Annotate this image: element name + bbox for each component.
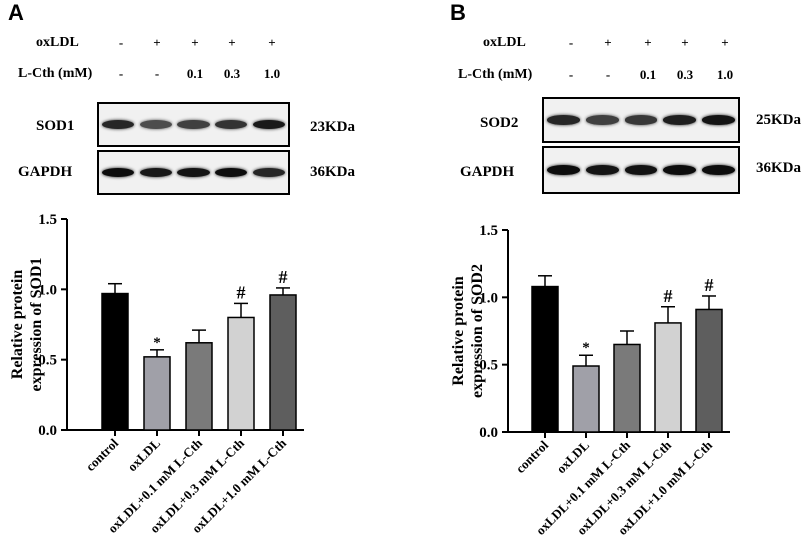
panel-b-oxldl-value: - <box>568 35 574 50</box>
blot-band <box>215 167 248 177</box>
panel-a-oxldl-value: - <box>118 35 124 50</box>
bar <box>695 308 723 433</box>
bar <box>269 294 297 431</box>
panel-a-blot2 <box>97 150 290 195</box>
bar <box>185 342 213 431</box>
panel-b-blot2-kda: 36KDa <box>756 160 801 176</box>
panel-a-lcth-value: 1.0 <box>263 66 281 81</box>
y-tick-label: 1.0 <box>479 290 498 306</box>
x-tick-label: control <box>513 437 552 476</box>
y-axis-label: Relative protein <box>9 270 26 380</box>
blot-band <box>101 167 134 177</box>
x-tick-label: oxLDL <box>124 435 163 474</box>
panel-a-oxldl-value: + <box>228 35 236 50</box>
panel-a-blot2-kda: 36KDa <box>310 164 355 180</box>
panel-a-oxldl-value: + <box>191 35 199 50</box>
blot-band <box>702 165 736 175</box>
y-tick-label: 0.5 <box>38 353 57 369</box>
panel-a-oxldl-value: + <box>153 35 161 50</box>
panel-b-oxldl-value: + <box>644 35 652 50</box>
panel-b-oxldl-value: + <box>681 35 689 50</box>
significance-mark: # <box>279 267 288 287</box>
y-axis-label: expression of SOD2 <box>469 264 486 398</box>
y-tick-label: 1.5 <box>38 212 57 228</box>
bar <box>143 356 171 431</box>
panel-a-oxldl-value: + <box>268 35 276 50</box>
bar <box>101 292 129 431</box>
x-tick-label: control <box>83 435 122 474</box>
y-tick-label: 1.5 <box>479 223 498 239</box>
blot-band <box>177 119 210 129</box>
x-tick-label: oxLDL <box>553 437 592 476</box>
bar <box>531 285 559 433</box>
bar <box>227 316 255 431</box>
panel-b-lcth-value: 1.0 <box>716 67 734 82</box>
blot-band <box>215 119 248 129</box>
blot-band <box>585 115 619 125</box>
blot-band <box>546 165 580 175</box>
panel-a-lcth-value: - <box>118 66 124 81</box>
panel-a-blot1 <box>97 102 290 147</box>
panel-b-lcth-label: L-Cth (mM) <box>458 67 533 82</box>
blot-band <box>546 115 580 125</box>
blot-band <box>139 167 172 177</box>
blot-band <box>139 119 172 129</box>
panel-b-lcth-value: 0.1 <box>639 67 657 82</box>
panel-b-oxldl-value: + <box>721 35 729 50</box>
panel-b-blot2-label: GAPDH <box>460 164 515 180</box>
panel-a-blot1-kda: 23KDa <box>310 119 355 135</box>
panel-a-letter: A <box>8 0 24 25</box>
blot-band <box>253 119 286 129</box>
y-tick-label: 1.0 <box>38 282 57 298</box>
y-tick-label: 0.0 <box>479 425 498 441</box>
panel-a-blot2-label: GAPDH <box>18 164 73 180</box>
panel-b-lcth-value: - <box>568 67 574 82</box>
panel-b-oxldl-label: oxLDL <box>483 35 526 50</box>
panel-a-lcth-label: L-Cth (mM) <box>18 66 93 81</box>
y-axis-label: expression of SOD1 <box>28 258 45 392</box>
significance-mark: * <box>153 335 161 351</box>
blot-band <box>624 115 658 125</box>
significance-mark: # <box>237 282 246 302</box>
y-axis-label: Relative protein <box>450 276 467 386</box>
panel-b-blot2 <box>542 146 740 194</box>
blot-band <box>177 167 210 177</box>
y-tick-label: 0.5 <box>479 358 498 374</box>
panel-b-lcth-value: - <box>605 67 611 82</box>
panel-b-blot1-kda: 25KDa <box>756 112 801 128</box>
y-tick-label: 0.0 <box>38 423 57 439</box>
blot-band <box>624 165 658 175</box>
panel-b-oxldl-value: + <box>604 35 612 50</box>
panel-b-blot1 <box>542 97 740 143</box>
blot-band <box>663 165 697 175</box>
panel-b-letter: B <box>450 0 466 25</box>
significance-mark: # <box>705 275 714 295</box>
panel-b-blot1-label: SOD2 <box>480 115 519 131</box>
bar <box>572 365 600 433</box>
blot-band <box>663 115 697 125</box>
bar <box>613 343 641 433</box>
bar <box>654 322 682 433</box>
blot-band <box>253 167 286 177</box>
blot-band <box>702 115 736 125</box>
blot-band <box>101 119 134 129</box>
panel-a-lcth-value: - <box>154 66 160 81</box>
significance-mark: # <box>664 286 673 306</box>
panel-a-oxldl-label: oxLDL <box>36 35 79 50</box>
panel-a-lcth-value: 0.3 <box>223 66 241 81</box>
panel-b-lcth-value: 0.3 <box>676 67 694 82</box>
panel-a-lcth-value: 0.1 <box>186 66 204 81</box>
significance-mark: * <box>582 340 590 356</box>
panel-a-blot1-label: SOD1 <box>36 118 75 134</box>
blot-band <box>585 165 619 175</box>
